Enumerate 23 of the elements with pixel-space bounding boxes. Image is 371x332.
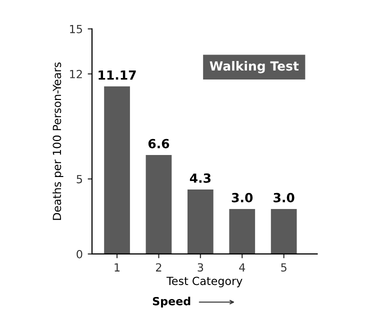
data-label: 3.0 [232,192,253,202]
x-tick-label: 5 [281,263,286,272]
bar [146,154,172,254]
x-tick-label: 4 [239,263,246,272]
y-tick-label: 0 [76,250,82,258]
y-tick-label: 15 [70,25,82,34]
x-tick-label: 1 [114,263,120,272]
bar [270,208,297,254]
y-tick-label: 5 [76,175,82,184]
y-axis-title: Deaths per 100 Person-Years [52,62,64,220]
bar [188,189,214,254]
data-label: 3.0 [274,192,294,202]
bar [229,208,256,254]
bar [104,86,130,254]
y-tick-label: 12 [70,70,82,78]
annotation: Walking Test [210,61,299,74]
data-label: 4.3 [190,173,211,183]
data-label: 11.17 [98,70,136,80]
x-axis-title: Test Category [166,276,242,288]
text: Speed [152,296,190,308]
x-tick-label: 3 [198,263,204,272]
x-tick-label: 2 [156,263,162,272]
data-label: 6.6 [148,138,170,148]
